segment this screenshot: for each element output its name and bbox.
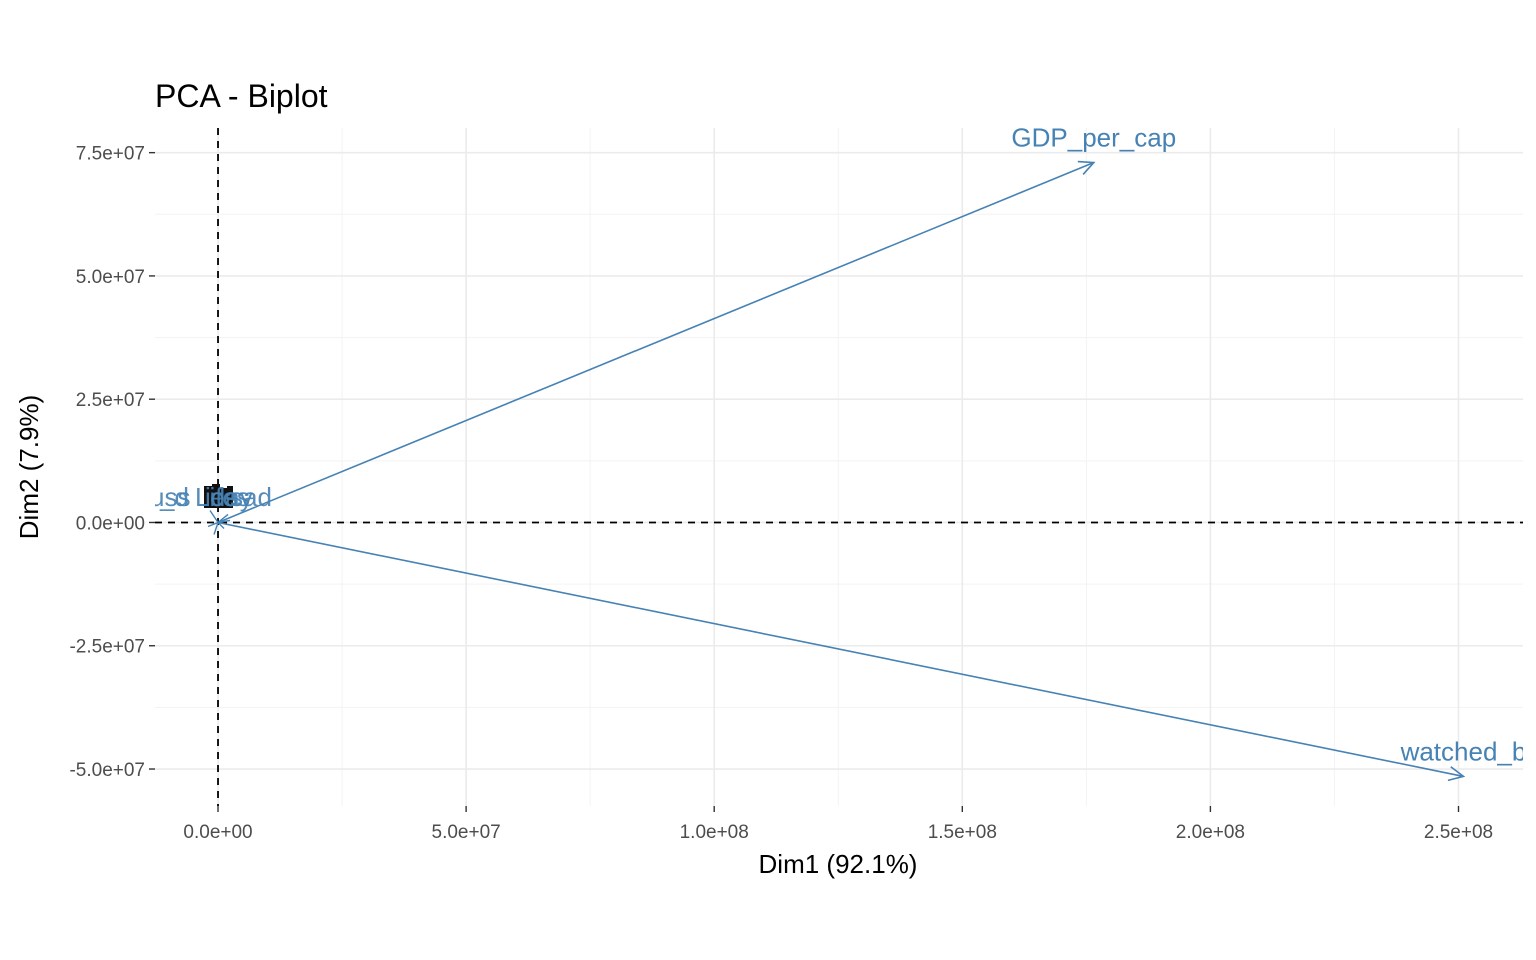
y-tick-label: -5.0e+07 [69, 760, 145, 781]
variable-label: GDP_per_cap [1011, 123, 1176, 153]
y-tick-label: 2.5e+07 [76, 390, 145, 411]
variable-arrow-head [1447, 766, 1466, 782]
y-axis-title: Dim2 (7.9%) [14, 395, 44, 539]
cluster-variable-label: iday [205, 482, 253, 512]
y-tick-label: -2.5e+07 [69, 637, 145, 658]
small-variable-arrow [207, 521, 219, 528]
y-tick-label: 7.5e+07 [76, 144, 145, 165]
cluster-variable-label: uss [150, 482, 190, 512]
x-tick-label: 0.0e+00 [183, 822, 252, 843]
variable-arrow-shaft [217, 161, 1095, 524]
grid-lines [155, 128, 1523, 806]
variable-arrows: GDP_per_cap watched_b [217, 123, 1527, 782]
small-variable-arrow [213, 522, 219, 535]
cluster-overlap-mark [204, 486, 212, 508]
y-axis-ticks: -5.0e+07 -2.5e+07 0.0e+00 2.5e+07 5.0e+07 7.5… [69, 144, 155, 781]
x-tick-label: 2.0e+08 [1176, 822, 1245, 843]
variable-arrow-head [1077, 160, 1096, 175]
cluster-overlap-mark [212, 484, 220, 508]
x-tick-label: 2.5e+08 [1424, 822, 1493, 843]
small-variable-arrow [209, 510, 219, 523]
y-tick-label: 5.0e+07 [76, 267, 145, 288]
zero-reference-lines [155, 128, 1523, 806]
x-axis-ticks: 0.0e+00 5.0e+07 1.0e+08 1.5e+08 2.0e+08 2.5e+… [183, 806, 1493, 843]
x-tick-label: 1.0e+08 [680, 822, 749, 843]
x-tick-label: 1.5e+08 [928, 822, 997, 843]
x-axis-title: Dim1 (92.1%) [759, 849, 918, 879]
cluster-overlap-mark [220, 488, 227, 508]
cluster-variable-label: _d [159, 482, 189, 512]
cluster-overlap-mark [227, 486, 233, 508]
cluster-variable-label: es [210, 482, 237, 512]
variable-arrow-shaft [217, 521, 1464, 778]
cluster-variable-label: Lifes [195, 482, 250, 512]
x-tick-label: 5.0e+07 [432, 822, 501, 843]
y-tick-label: 0.0e+00 [76, 513, 145, 534]
cluster-variable-label: sad [230, 482, 272, 512]
chart-title: PCA - Biplot [155, 78, 328, 114]
variable-label: watched_b [1400, 736, 1527, 766]
